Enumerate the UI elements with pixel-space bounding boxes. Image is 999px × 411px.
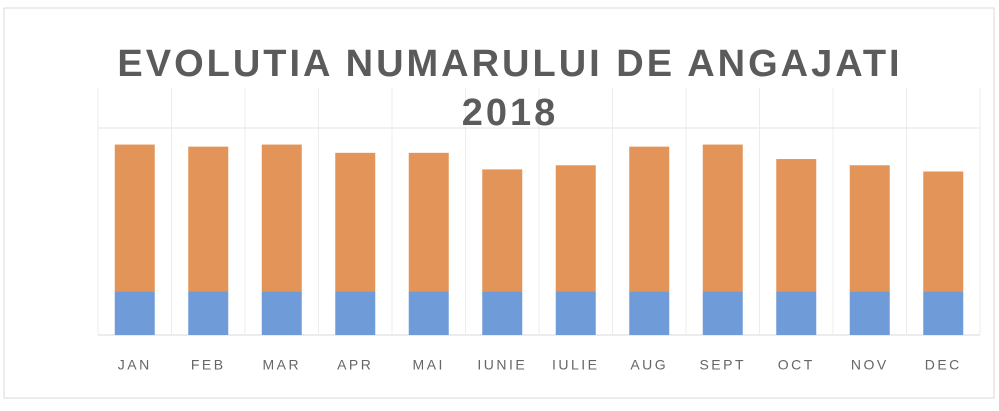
bar-segment [776, 291, 817, 335]
bar-segment [702, 291, 743, 335]
bar-segment [849, 165, 890, 292]
bar-segment [702, 144, 743, 292]
x-tick-label: AUG [630, 357, 668, 373]
x-tick-label: MAI [413, 357, 445, 373]
bar-segment [261, 291, 302, 335]
bar-segment [555, 291, 596, 335]
x-tick-label: APR [337, 357, 373, 373]
bar-segment [849, 291, 890, 335]
x-tick-label: IUNIE [477, 357, 527, 373]
bar-segment [923, 291, 964, 335]
x-tick-label: OCT [778, 357, 815, 373]
x-tick-label: DEC [925, 357, 962, 373]
x-tick-label: FEB [191, 357, 226, 373]
x-tick-label: MAR [262, 357, 301, 373]
bar-segment [555, 165, 596, 292]
x-tick-label: SEPT [699, 357, 746, 373]
chart-title: EVOLUTIA NUMARULUI DE ANGAJATI [117, 43, 902, 85]
chart-subtitle: 2018 [462, 92, 559, 134]
bar-segment [188, 146, 229, 292]
bar-segment [408, 291, 449, 335]
bar-segment [776, 159, 817, 292]
bar-segment [188, 291, 229, 335]
x-tick-label: IULIE [552, 357, 600, 373]
bar-segment [629, 291, 670, 335]
bar-segment [114, 291, 155, 335]
bar-segment [629, 146, 670, 292]
x-tick-label: JAN [118, 357, 152, 373]
bar-segment [923, 171, 964, 292]
bar-segment [408, 152, 449, 292]
x-tick-label: NOV [851, 357, 889, 373]
bar-segment [335, 291, 376, 335]
bar-segment [335, 152, 376, 292]
bar-segment [261, 144, 302, 292]
bar-segment [114, 144, 155, 292]
bar-segment [482, 169, 523, 292]
bar-segment [482, 291, 523, 335]
separators [97, 88, 981, 335]
